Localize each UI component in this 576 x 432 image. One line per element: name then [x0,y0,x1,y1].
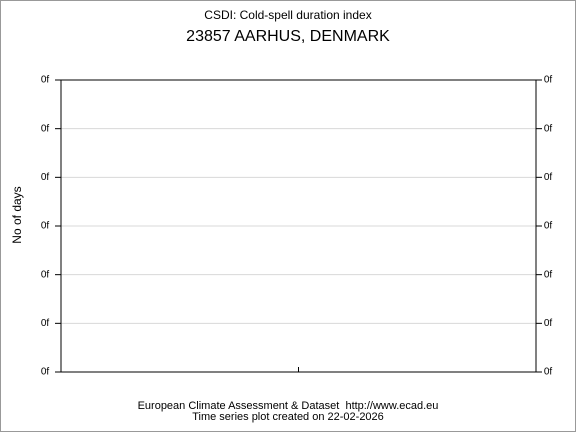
y2-tick-label: 0f [544,123,553,134]
y-tick-label: 0f [41,75,50,86]
footer-text: Time series plot created on 22-02-2026 [192,411,384,423]
y-axis-label: No of days [10,186,24,243]
y-tick-label: 0f [41,318,50,329]
y-tick-label: 0f [41,123,50,134]
footer-text: European Climate Assessment & Dataset ht… [138,400,439,412]
y2-tick-label: 0f [544,318,553,329]
y-tick-label: 0f [41,221,50,232]
y2-tick-label: 0f [544,221,553,232]
y-tick-label: 0f [41,172,50,183]
chart-subtitle: 23857 AARHUS, DENMARK [186,28,390,45]
y2-tick-label: 0f [544,172,553,183]
y2-tick-label: 0f [544,75,553,86]
y2-tick-label: 0f [544,367,553,378]
chart-title: CSDI: Cold-spell duration index [204,8,371,22]
y-tick-label: 0f [41,269,50,280]
y-tick-label: 0f [41,367,50,378]
y2-tick-label: 0f [544,269,553,280]
